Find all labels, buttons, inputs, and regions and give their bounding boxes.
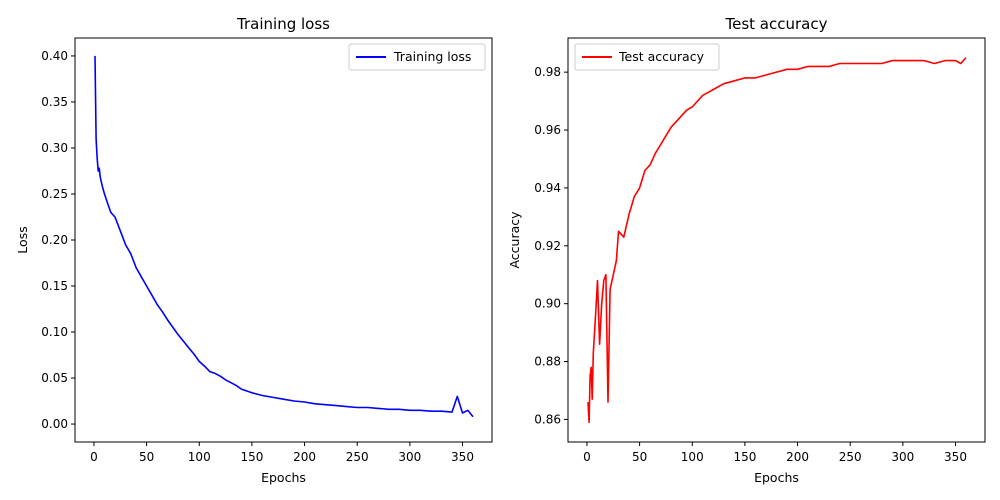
x-tick-label: 300 xyxy=(891,450,914,464)
series-line-training-loss xyxy=(94,55,474,418)
y-tick-label: 0.94 xyxy=(534,181,561,195)
plot-frame xyxy=(74,37,493,443)
y-tick-label: 0.96 xyxy=(534,123,561,137)
tick-group: 0 50 100 150 200 250 300 350 0.00 0.05 0.10 0.15 0.2… xyxy=(41,49,474,464)
legend-label-test-accuracy: Test accuracy xyxy=(618,49,705,64)
legend-label-training-loss: Training loss xyxy=(393,49,471,64)
x-tick-label: 0 xyxy=(583,450,591,464)
x-tick-label: 100 xyxy=(188,450,211,464)
legend: Test accuracy xyxy=(574,43,720,71)
plot-frame xyxy=(567,37,986,443)
y-tick-label: 0.88 xyxy=(534,355,561,369)
x-tick-label: 50 xyxy=(632,450,647,464)
x-tick-label: 100 xyxy=(681,450,704,464)
chart-title: Training loss xyxy=(236,15,330,33)
y-tick-label: 0.40 xyxy=(41,49,68,63)
y-tick-label: 0.92 xyxy=(534,239,561,253)
x-tick-label: 50 xyxy=(139,450,154,464)
y-tick-label: 0.35 xyxy=(41,95,68,109)
series-group xyxy=(587,57,967,424)
x-axis-title: Epochs xyxy=(754,470,799,485)
y-axis-title: Loss xyxy=(15,226,30,253)
x-tick-label: 200 xyxy=(786,450,809,464)
chart-title: Test accuracy xyxy=(725,15,828,33)
tick-group: 0 50 100 150 200 250 300 350 0.86 0.88 0.90 0.92 0.9… xyxy=(534,65,967,464)
y-tick-label: 0.00 xyxy=(41,417,68,431)
legend-box xyxy=(348,43,486,71)
training-loss-chart: Training loss 0 50 100 150 200 250 300 3500.000… xyxy=(15,15,493,485)
y-tick-label: 0.15 xyxy=(41,279,68,293)
x-axis-title: Epochs xyxy=(261,470,306,485)
series-line-test-accuracy xyxy=(587,57,967,424)
y-tick-label: 0.90 xyxy=(534,297,561,311)
x-tick-label: 250 xyxy=(346,450,369,464)
y-tick-label: 0.20 xyxy=(41,233,68,247)
legend-box xyxy=(574,43,720,71)
y-tick-label: 0.98 xyxy=(534,65,561,79)
y-tick-label: 0.86 xyxy=(534,412,561,426)
x-tick-label: 350 xyxy=(451,450,474,464)
x-tick-label: 150 xyxy=(240,450,263,464)
x-tick-label: 200 xyxy=(293,450,316,464)
series-group xyxy=(94,55,474,418)
legend: Training loss xyxy=(348,43,486,71)
x-tick-label: 0 xyxy=(90,450,98,464)
x-tick-label: 150 xyxy=(733,450,756,464)
y-axis-title: Accuracy xyxy=(507,211,522,269)
test-accuracy-chart: Test accuracy 0 50 100 150 200 250 300 3500.860… xyxy=(507,15,986,485)
y-tick-label: 0.05 xyxy=(41,371,68,385)
x-tick-label: 350 xyxy=(944,450,967,464)
y-tick-label: 0.30 xyxy=(41,141,68,155)
x-tick-label: 300 xyxy=(398,450,421,464)
y-tick-label: 0.10 xyxy=(41,325,68,339)
y-tick-label: 0.25 xyxy=(41,187,68,201)
x-tick-label: 250 xyxy=(839,450,862,464)
